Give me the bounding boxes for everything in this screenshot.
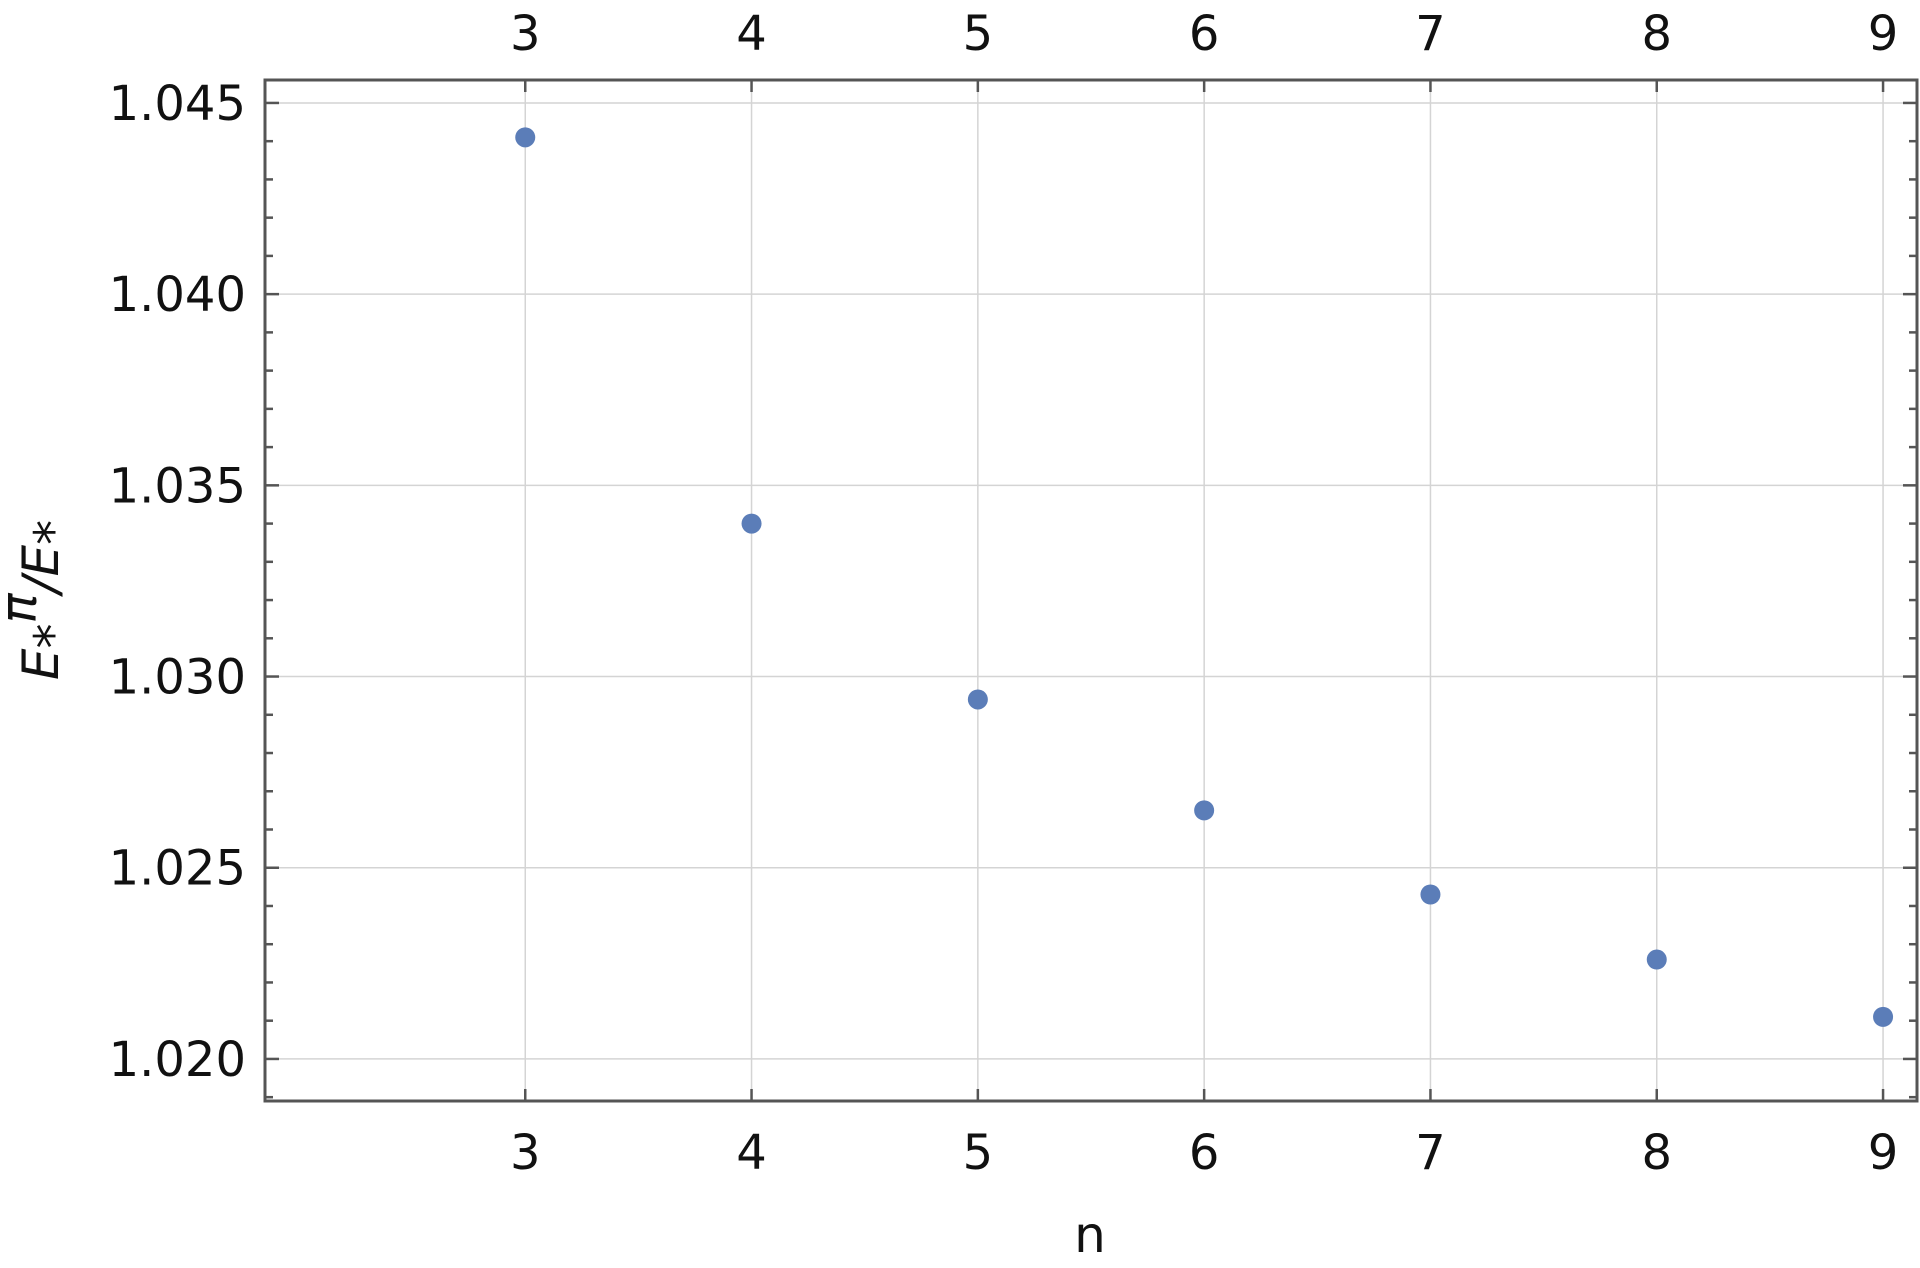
bottom-x-tick-label-1: 4 <box>736 1125 767 1181</box>
y-tick-label-5: 1.045 <box>109 76 246 132</box>
bottom-x-tick-label-3: 6 <box>1189 1125 1220 1181</box>
top-x-tick-label-6: 9 <box>1868 6 1899 62</box>
data-point-0 <box>515 127 536 148</box>
svg-text:E*π/E*: E*π/E* <box>0 520 82 680</box>
bottom-x-tick-label-0: 3 <box>510 1125 541 1181</box>
x-axis-title: n <box>1074 1206 1106 1264</box>
y-tick-label-2: 1.030 <box>109 650 246 706</box>
bottom-x-tick-label-6: 9 <box>1868 1125 1899 1181</box>
y-axis-title-sup: π <box>0 592 48 623</box>
bottom-x-tick-label-2: 5 <box>963 1125 994 1181</box>
y-tick-labels: 1.020 1.025 1.030 1.035 1.040 1.045 <box>109 76 246 1088</box>
bottom-x-tick-label-4: 7 <box>1415 1125 1446 1181</box>
top-x-tick-label-0: 3 <box>510 6 541 62</box>
y-axis-title-sub2: * <box>24 520 82 545</box>
top-x-tick-label-4: 7 <box>1415 6 1446 62</box>
data-points <box>515 127 1894 1027</box>
y-axis-title: E*π/E* <box>0 520 82 680</box>
data-point-5 <box>1646 949 1667 970</box>
data-point-4 <box>1420 884 1441 905</box>
data-point-2 <box>967 689 988 710</box>
data-point-1 <box>741 513 762 534</box>
grid-lines <box>265 80 1917 1101</box>
top-x-tick-label-1: 4 <box>736 6 767 62</box>
plot-frame-rect <box>263 78 1919 1103</box>
y-axis-title-main: E <box>12 648 70 680</box>
y-tick-label-4: 1.040 <box>109 267 246 323</box>
top-x-tick-labels: 3 4 5 6 7 8 9 <box>510 6 1898 62</box>
y-axis-title-main2: E <box>12 545 70 577</box>
y-tick-label-0: 1.020 <box>109 1032 246 1088</box>
tick-marks <box>265 80 1917 1101</box>
data-point-6 <box>1873 1006 1894 1027</box>
top-x-tick-label-2: 5 <box>963 6 994 62</box>
top-x-tick-label-3: 6 <box>1189 6 1220 62</box>
data-point-3 <box>1194 800 1215 821</box>
plot-frame <box>263 78 1919 1103</box>
bottom-x-tick-label-5: 8 <box>1641 1125 1672 1181</box>
y-tick-label-1: 1.025 <box>109 841 246 897</box>
y-tick-label-3: 1.035 <box>109 458 246 514</box>
top-x-tick-label-5: 8 <box>1641 6 1672 62</box>
y-axis-title-sub: * <box>24 623 82 648</box>
bottom-x-tick-labels: 3 4 5 6 7 8 9 <box>510 1125 1898 1181</box>
